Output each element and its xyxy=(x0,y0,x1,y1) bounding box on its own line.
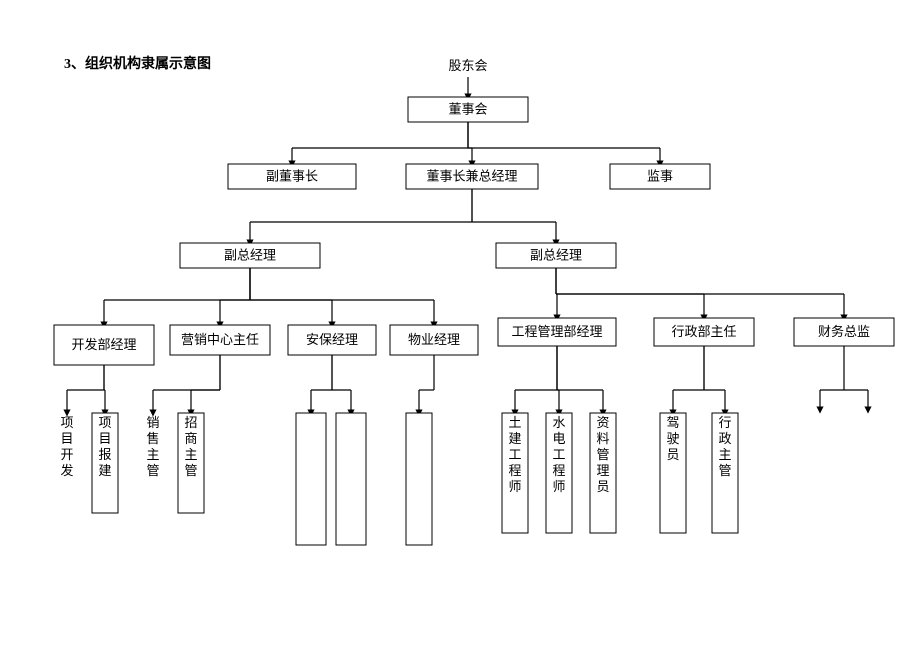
svg-text:程: 程 xyxy=(552,463,565,478)
svg-text:驶: 驶 xyxy=(666,431,679,446)
org-node-supervisor: 监事 xyxy=(610,164,710,189)
org-node-eng_mgr: 工程管理部经理 xyxy=(498,318,616,346)
svg-text:工程管理部经理: 工程管理部经理 xyxy=(511,324,602,339)
org-node-chair_gm: 董事长兼总经理 xyxy=(406,164,538,189)
svg-text:料: 料 xyxy=(596,431,609,446)
svg-text:营销中心主任: 营销中心主任 xyxy=(181,332,259,347)
svg-text:建: 建 xyxy=(508,431,521,446)
svg-text:驾: 驾 xyxy=(666,415,679,430)
svg-text:董事会: 董事会 xyxy=(448,101,487,116)
org-chart-nodes: 股东会董事会副董事长 董事长兼总经理 监事副总经理 副总经理开发部经理 营销中心主任 安保… xyxy=(54,58,894,545)
svg-text:行政部主任: 行政部主任 xyxy=(671,324,736,339)
svg-text:水: 水 xyxy=(552,415,565,430)
svg-text:政: 政 xyxy=(718,431,731,446)
svg-text:师: 师 xyxy=(508,479,521,494)
svg-text:股东会: 股东会 xyxy=(448,58,487,73)
org-node-proj_dev: 项目开发 xyxy=(60,415,73,478)
svg-text:商: 商 xyxy=(184,431,197,446)
svg-text:土: 土 xyxy=(508,415,521,430)
svg-text:目: 目 xyxy=(98,431,111,446)
org-node-cfo: 财务总监 xyxy=(794,318,894,346)
org-node-prop_leaf1 xyxy=(406,413,432,545)
svg-text:管: 管 xyxy=(718,463,731,478)
svg-text:主: 主 xyxy=(184,447,197,462)
org-node-dgm_left: 副总经理 xyxy=(180,243,320,268)
org-node-dgm_right: 副总经理 xyxy=(496,243,616,268)
svg-text:员: 员 xyxy=(666,447,679,462)
svg-text:主: 主 xyxy=(718,447,731,462)
svg-text:开发部经理: 开发部经理 xyxy=(71,337,136,352)
svg-text:物业经理: 物业经理 xyxy=(408,332,460,347)
svg-text:报: 报 xyxy=(98,447,111,462)
svg-text:员: 员 xyxy=(596,479,609,494)
org-node-civil_eng: 土建工程师 xyxy=(502,413,528,533)
org-node-sec_mgr: 安保经理 xyxy=(288,325,376,355)
svg-text:工: 工 xyxy=(552,447,565,462)
org-node-shareholders: 股东会 xyxy=(448,58,487,73)
org-node-dev_mgr: 开发部经理 xyxy=(54,325,154,365)
svg-text:管: 管 xyxy=(596,447,609,462)
svg-text:工: 工 xyxy=(508,447,521,462)
svg-text:建: 建 xyxy=(98,463,111,478)
org-node-doc_ctrl: 资料管理员 xyxy=(590,413,616,533)
svg-text:售: 售 xyxy=(146,431,159,446)
svg-text:资: 资 xyxy=(596,415,609,430)
svg-text:监事: 监事 xyxy=(647,168,673,183)
org-node-sec_leaf2 xyxy=(336,413,366,545)
svg-text:管: 管 xyxy=(184,463,197,478)
org-node-sec_leaf1 xyxy=(296,413,326,545)
svg-text:项: 项 xyxy=(60,415,73,430)
svg-text:销: 销 xyxy=(146,415,159,430)
svg-text:董事长兼总经理: 董事长兼总经理 xyxy=(426,168,517,183)
page-title: 3、组织机构隶属示意图 xyxy=(64,55,211,72)
svg-text:副总经理: 副总经理 xyxy=(224,247,276,262)
svg-text:师: 师 xyxy=(552,479,565,494)
org-node-proj_rep: 项目报建 xyxy=(92,413,118,513)
svg-text:理: 理 xyxy=(596,463,609,478)
svg-text:发: 发 xyxy=(60,463,73,478)
org-node-board: 董事会 xyxy=(408,97,528,122)
svg-text:安保经理: 安保经理 xyxy=(306,332,358,347)
org-node-mkt_dir: 营销中心主任 xyxy=(170,325,270,355)
svg-text:项: 项 xyxy=(98,415,111,430)
svg-text:副总经理: 副总经理 xyxy=(530,247,582,262)
svg-text:行: 行 xyxy=(718,415,731,430)
org-node-admin_dir: 行政部主任 xyxy=(654,318,754,346)
svg-text:副董事长: 副董事长 xyxy=(266,168,318,183)
org-node-biz_sup: 招商主管 xyxy=(178,413,204,513)
org-node-mep_eng: 水电工程师 xyxy=(546,413,572,533)
org-node-driver: 驾驶员 xyxy=(660,413,686,533)
svg-text:目: 目 xyxy=(60,431,73,446)
svg-text:开: 开 xyxy=(60,447,73,462)
org-node-sales_sup: 销售主管 xyxy=(146,415,159,478)
svg-text:财务总监: 财务总监 xyxy=(818,324,870,339)
svg-text:管: 管 xyxy=(146,463,159,478)
org-node-vice_chair: 副董事长 xyxy=(228,164,356,189)
svg-text:主: 主 xyxy=(146,447,159,462)
svg-text:程: 程 xyxy=(508,463,521,478)
svg-text:电: 电 xyxy=(552,431,565,446)
org-node-admin_sup: 行政主管 xyxy=(712,413,738,533)
svg-text:招: 招 xyxy=(184,415,197,430)
org-node-prop_mgr: 物业经理 xyxy=(390,325,478,355)
